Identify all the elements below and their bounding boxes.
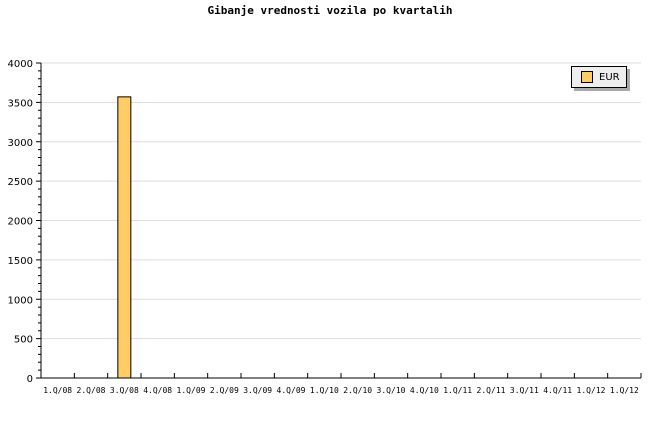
x-tick-label: 1.Q/08 bbox=[43, 386, 72, 395]
legend-label: EUR bbox=[599, 71, 620, 83]
x-tick-label: 1.Q/10 bbox=[310, 386, 339, 395]
x-tick-label: 2.Q/11 bbox=[477, 386, 506, 395]
x-tick-label: 4.Q/10 bbox=[410, 386, 439, 395]
x-tick-label: 3.Q/08 bbox=[110, 386, 139, 395]
x-tick-label: 1.Q/11 bbox=[443, 386, 472, 395]
x-tick-label: 1.Q/12 bbox=[610, 386, 639, 395]
y-tick-label: 1000 bbox=[8, 295, 33, 306]
y-tick-label: 4000 bbox=[8, 59, 33, 70]
x-tick-label: 1.Q/09 bbox=[177, 386, 206, 395]
x-tick-label: 3.Q/11 bbox=[510, 386, 539, 395]
y-tick-label: 500 bbox=[14, 335, 33, 346]
y-tick-label: 3000 bbox=[8, 138, 33, 149]
x-tick-label: 2.Q/09 bbox=[210, 386, 239, 395]
y-tick-label: 2000 bbox=[8, 217, 33, 228]
y-tick-label: 3500 bbox=[8, 98, 33, 109]
legend: EUR bbox=[571, 66, 627, 88]
x-tick-label: 1.Q/12 bbox=[577, 386, 606, 395]
x-tick-label: 3.Q/10 bbox=[377, 386, 406, 395]
bar bbox=[117, 96, 132, 379]
x-tick-label: 4.Q/08 bbox=[143, 386, 172, 395]
x-tick-label: 2.Q/10 bbox=[343, 386, 372, 395]
legend-swatch bbox=[581, 71, 593, 83]
y-tick-label: 2500 bbox=[8, 177, 33, 188]
x-tick-label: 4.Q/09 bbox=[277, 386, 306, 395]
chart-title: Gibanje vrednosti vozila po kvartalih bbox=[207, 4, 453, 17]
y-tick-label: 0 bbox=[27, 374, 33, 385]
x-tick-label: 4.Q/11 bbox=[543, 386, 572, 395]
x-tick-label: 2.Q/08 bbox=[77, 386, 106, 395]
y-tick-label: 1500 bbox=[8, 256, 33, 267]
x-tick-label: 3.Q/09 bbox=[243, 386, 272, 395]
